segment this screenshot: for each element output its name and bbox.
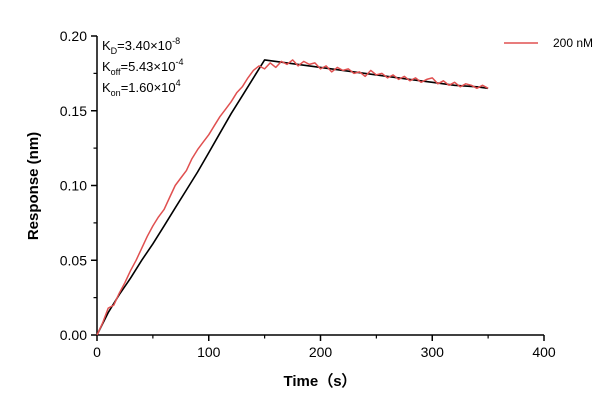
kinetic-annotation: Kon=1.60×104 — [102, 78, 181, 98]
x-tick-label: 100 — [197, 344, 221, 360]
axes: 0 100 200 300 400 0.00 0.05 0.10 0.15 0.20 — [60, 28, 556, 360]
kinetic-annotation: Koff=5.43×10-4 — [102, 57, 183, 77]
y-tick-label: 0.15 — [60, 103, 87, 119]
x-tick-label: 300 — [421, 344, 445, 360]
y-tick-label: 0.20 — [60, 28, 87, 44]
y-tick-label: 0.10 — [60, 178, 87, 194]
x-axis-title: Time（s） — [283, 372, 356, 390]
series-line — [96, 59, 489, 336]
y-axis-title: Response (nm) — [25, 132, 42, 240]
legend-label: 200 nM — [553, 36, 593, 50]
y-tick-label: 0.00 — [60, 327, 87, 343]
kinetic-annotation: KD=3.40×10-8 — [102, 36, 180, 56]
x-tick-label: 200 — [309, 344, 333, 360]
fit-curve-layer — [96, 59, 489, 336]
x-tick-label: 0 — [93, 344, 101, 360]
series-layer — [96, 59, 489, 336]
y-tick-label: 0.05 — [60, 252, 87, 268]
x-tick-label: 400 — [532, 344, 556, 360]
legend: 200 nM — [504, 36, 593, 50]
fit-curve — [96, 59, 489, 336]
